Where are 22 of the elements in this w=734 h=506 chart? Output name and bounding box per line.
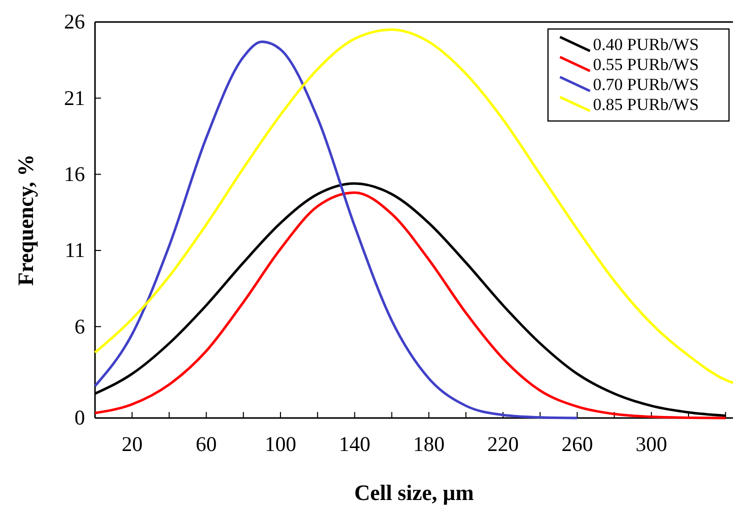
y-tick-label: 6 (74, 314, 85, 338)
x-tick-label: 60 (196, 432, 217, 456)
line-series (94, 28, 734, 384)
x-tick-label: 180 (413, 432, 445, 456)
y-tick-label: 21 (64, 86, 85, 110)
y-tick-label: 11 (64, 238, 85, 262)
y-axis-title: Frequency, % (13, 154, 38, 286)
x-tick-label: 260 (561, 432, 593, 456)
x-tick-label: 220 (487, 432, 519, 456)
x-tick-label: 140 (338, 432, 370, 456)
x-tick-label: 300 (636, 432, 668, 456)
y-tick-label: 0 (74, 406, 85, 430)
y-tick-label: 26 (64, 10, 85, 34)
y-tick-label: 16 (64, 162, 85, 186)
legend-label: 0.70 PURb/WS (593, 75, 699, 94)
legend-label: 0.85 PURb/WS (593, 95, 699, 114)
x-axis-title: Cell size, µm (354, 480, 474, 505)
x-tick-label: 100 (264, 432, 296, 456)
legend-label: 0.55 PURb/WS (593, 55, 699, 74)
x-tick-label: 20 (122, 432, 143, 456)
legend-label: 0.40 PURb/WS (593, 35, 699, 54)
line-series (94, 40, 578, 420)
